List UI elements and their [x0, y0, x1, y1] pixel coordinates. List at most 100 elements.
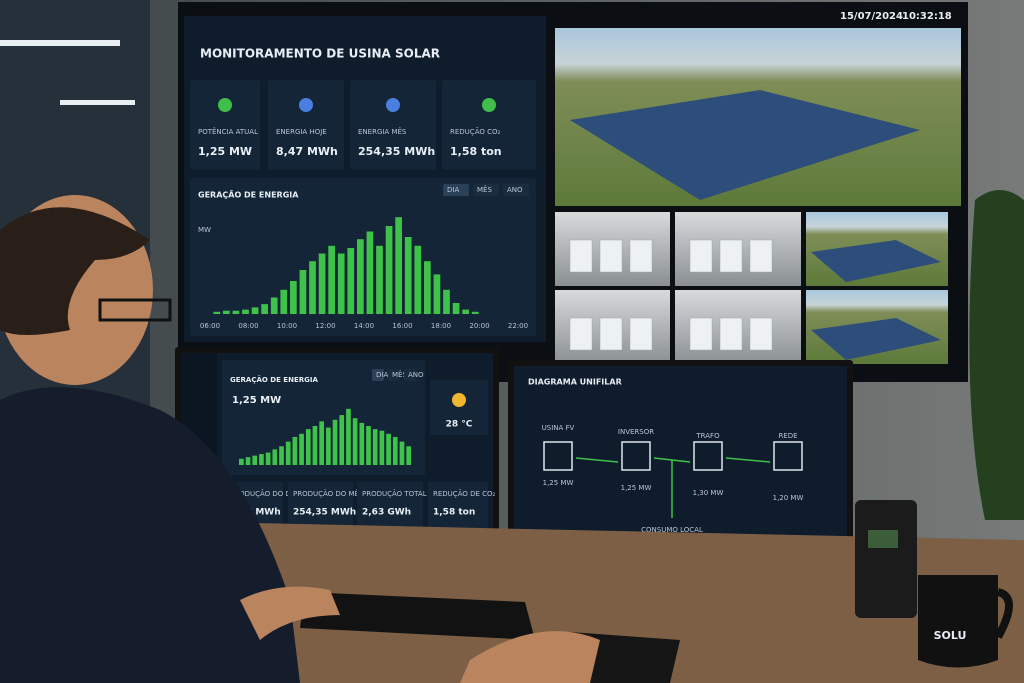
x-tick-label: 20:00: [469, 322, 489, 330]
person-hand: [460, 631, 600, 683]
node-icon: [693, 441, 723, 471]
cabinet: [599, 317, 623, 351]
cabinet: [629, 239, 653, 273]
kpi-value: 8,47 MWh: [276, 145, 338, 158]
bar: [319, 421, 324, 465]
diagram-title: DIAGRAMA UNIFILAR: [528, 378, 622, 387]
tab: [404, 369, 416, 381]
bar: [332, 419, 338, 465]
kpi-card: [268, 80, 344, 170]
tab: [443, 184, 469, 196]
mug-handle: [994, 588, 1013, 639]
stat-value: 2,63 GWh: [362, 508, 411, 518]
date: 15/07/2024: [840, 11, 903, 22]
x-tick-label: 12:00: [315, 322, 335, 330]
stat-label: PRODUÇÃO DO MÊS: [293, 489, 364, 498]
mug: [918, 575, 998, 668]
tab: [503, 184, 529, 196]
node-icon: [773, 441, 803, 471]
bar: [326, 427, 331, 465]
bar: [376, 245, 383, 314]
tab: [372, 369, 384, 381]
bar: [328, 245, 335, 314]
bar: [346, 408, 351, 465]
bar: [385, 226, 393, 314]
cabinet: [629, 317, 653, 351]
node-value: 1,30 MW: [693, 489, 724, 497]
node-label: REDE: [778, 432, 797, 440]
bar: [443, 289, 450, 314]
node-icon: [543, 441, 573, 471]
bar: [265, 452, 271, 465]
x-tick-label: 16:00: [392, 322, 412, 330]
person-hand: [240, 586, 340, 640]
temperature: 28 °C: [446, 420, 473, 430]
bar: [433, 274, 441, 314]
bar: [290, 281, 297, 314]
person-body: [0, 387, 300, 683]
bar: [305, 429, 311, 465]
bar: [223, 310, 230, 314]
bar: [285, 441, 291, 465]
bar: [259, 454, 264, 465]
kpi-icon: [386, 98, 400, 112]
kpi-label: POTÊNCIA ATUAL: [198, 127, 258, 136]
time: 10:32:18: [902, 11, 952, 22]
bar: [462, 309, 469, 314]
bar: [318, 253, 326, 314]
tab-label: ANO: [408, 371, 424, 379]
bar: [252, 455, 258, 465]
bar: [366, 231, 374, 314]
chart-title: GERAÇÃO DE ENERGIA: [198, 190, 299, 200]
cabinet: [749, 239, 773, 273]
bar: [347, 248, 355, 314]
tab: [388, 369, 400, 381]
node-value: 1,20 MW: [773, 494, 804, 502]
tab-label: MÊS: [392, 370, 407, 379]
cabinet: [719, 239, 743, 273]
bar: [424, 261, 431, 314]
flow-arrow: [575, 457, 619, 463]
bar: [339, 415, 345, 465]
bar: [299, 270, 307, 314]
bar: [261, 304, 268, 314]
plant: [969, 190, 1024, 520]
bar: [272, 449, 278, 465]
cabinet: [719, 317, 743, 351]
bar: [366, 426, 371, 465]
bar: [386, 433, 391, 465]
bar: [279, 446, 284, 465]
tab-label: DIA: [376, 371, 388, 379]
current-power: 1,25 MW: [232, 395, 281, 406]
bar: [213, 311, 221, 314]
stat-label: REDUÇÃO DE CO₂: [433, 489, 496, 498]
node-label: TRAFO: [695, 432, 720, 440]
bar: [280, 289, 288, 314]
node-label: USINA FV: [542, 424, 575, 432]
bar: [352, 418, 358, 465]
bar: [251, 307, 259, 314]
bar: [452, 303, 460, 314]
sun-icon: [452, 393, 466, 407]
node-value: 1,25 MW: [621, 484, 652, 492]
tab-label: MÊS: [477, 185, 492, 194]
cabinet: [689, 239, 713, 273]
kpi-value: 1,58 ton: [450, 145, 502, 158]
ceiling-light: [0, 40, 120, 46]
bar: [312, 426, 318, 465]
stat-value: 8,47 MWh: [230, 508, 281, 518]
cabinet: [569, 317, 593, 351]
cabinet: [599, 239, 623, 273]
bar: [337, 253, 345, 314]
person-hair: [0, 207, 150, 335]
bar: [392, 436, 398, 465]
kpi-label: ENERGIA HOJE: [276, 128, 327, 136]
bar: [395, 217, 402, 314]
stat-card: [357, 482, 423, 534]
bar: [292, 436, 298, 465]
bar: [372, 429, 378, 465]
x-tick-label: 08:00: [238, 322, 258, 330]
node-label: INVERSOR: [618, 428, 654, 436]
node-icon: [621, 441, 651, 471]
